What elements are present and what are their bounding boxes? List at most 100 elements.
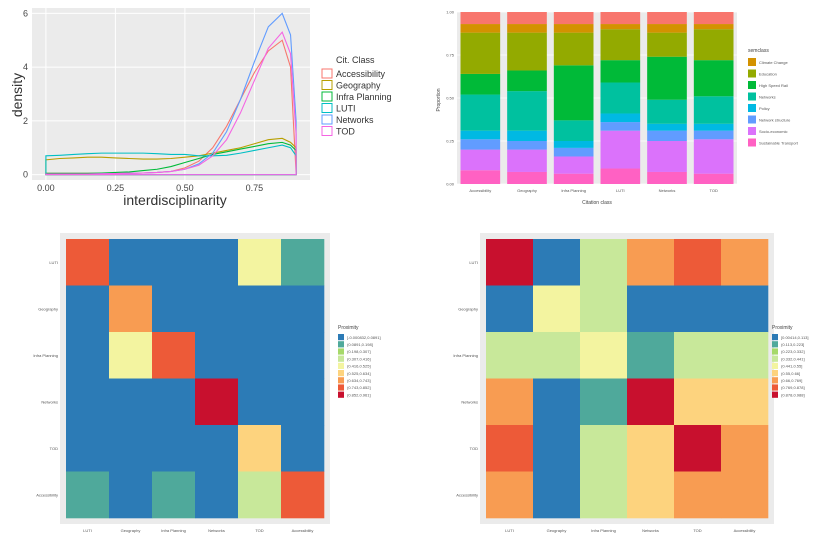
heatA-cell-tod-luti (66, 425, 110, 472)
heatB-cell-infra-planning-geography (533, 332, 581, 379)
bar-y-tick-label: 1.00 (446, 10, 455, 15)
heatA-legend-key (338, 362, 344, 369)
density-y-tick-label: 4 (23, 62, 28, 72)
heatA-col-label: Accessibility (292, 528, 314, 533)
heatB-cell-accessibility-infra-planning (580, 471, 628, 519)
bar-segment-infra-planning-networks (553, 120, 594, 141)
heatA-cell-luti-tod (238, 239, 282, 286)
heatA-cell-geography-geography (109, 285, 153, 333)
heatA-cell-geography-luti (66, 285, 110, 333)
bar-segment-infra-planning-climate-change (553, 24, 594, 33)
heatB-legend-label: [0.00414,0.113] (781, 335, 809, 340)
heatB-row-label: LUTI (469, 260, 478, 265)
bar-segment-luti-socio-economic (600, 130, 641, 169)
bar-x-tick-label: Networks (659, 188, 676, 193)
density-legend-key-infra-planning (321, 91, 333, 102)
heatA-cell-luti-accessibility (281, 239, 325, 286)
heatA-cell-luti-infra-planning (152, 239, 196, 286)
density-curve-geography (45, 137, 297, 176)
heatA-row-label: Networks (41, 399, 58, 404)
density-legend-label-networks: Networks (336, 115, 374, 125)
heatB-legend-key (772, 391, 778, 398)
density-y-axis-label: density (9, 73, 25, 117)
bar-segment-luti-sustainable-transport (600, 168, 641, 184)
bar-legend-key-networks (748, 92, 756, 101)
bar-segment-accessibility (460, 12, 501, 25)
heatA-col-label: Networks (208, 528, 225, 533)
density-legend-label-tod: TOD (336, 127, 355, 137)
heatB-cell-infra-planning-accessibility (721, 332, 769, 379)
heatmap-left: LUTI Geography Infra Planning Networks TOD Ac… (33, 233, 381, 533)
heatA-cell-geography-infra-planning (152, 285, 196, 333)
bar-x-tick-label: Accessibility (469, 188, 491, 193)
bar-x-tick-label: Geography (517, 188, 537, 193)
heatB-cell-geography-accessibility (721, 285, 769, 333)
heatB-legend-key (772, 370, 778, 377)
heatA-cell-luti-networks (195, 239, 239, 286)
heatB-cell-geography-geography (533, 285, 581, 333)
bar-x-tick-label: LUTI (616, 188, 625, 193)
heatB-cell-accessibility-luti (486, 471, 534, 519)
heatA-legend-label: (0.0891,0.198] (347, 342, 373, 347)
bar-segment-networks-education (647, 32, 687, 57)
heatA-cell-accessibility-luti (66, 471, 110, 519)
heatA-legend-label: (0.198,0.307] (347, 349, 371, 354)
heatB-legend-key (772, 355, 778, 362)
heatA-col-label: Geography (121, 528, 141, 533)
bar-legend-label-networks: Networks (759, 95, 776, 100)
heatA-cell-infra-planning-geography (109, 332, 153, 379)
heatA-cell-accessibility-infra-planning (152, 471, 196, 519)
heatB-col-label: LUTI (505, 528, 514, 533)
heatB-cell-accessibility-accessibility (721, 471, 769, 519)
bar-segment-luti (600, 12, 641, 25)
bar-segment-accessibility-climate-change (460, 24, 501, 33)
stacked-bar-chart: Proportion 0.00 0.25 0.50 0.75 1.00 Accessib… (436, 10, 799, 207)
heatA-legend-key (338, 348, 344, 355)
heatA-cell-accessibility-networks (195, 471, 239, 519)
heatB-cell-tod-networks (627, 425, 675, 472)
density-x-tick-label: 0.00 (37, 183, 55, 193)
density-legend-key-luti (321, 103, 333, 113)
heatB-cell-networks-tod (674, 378, 722, 426)
heatA-col-label: Infra Planning (161, 528, 186, 533)
bar-segment-infra-planning-network-structure (553, 147, 594, 157)
density-legend-key-accessibility (321, 68, 333, 79)
bar-legend-key-education (748, 69, 756, 78)
heatB-cell-geography-infra-planning (580, 285, 628, 333)
bar-segment-networks-climate-change (647, 24, 687, 33)
heatB-cell-luti-networks (627, 239, 675, 286)
bar-segment-luti-policy (600, 113, 641, 123)
heatA-legend-key (338, 334, 344, 341)
heatB-cell-geography-networks (627, 285, 675, 333)
heatB-legend-label: (0.332,0.441] (781, 356, 805, 361)
heatA-cell-accessibility-tod (238, 471, 282, 519)
heatB-cell-tod-accessibility (721, 425, 769, 472)
heatB-cell-luti-infra-planning (580, 239, 628, 286)
heatB-legend-label: (0.878,0.988] (781, 392, 805, 397)
bar-segment-luti-high-speed-rail (600, 60, 641, 83)
bar-legend-key-socio-economic (748, 127, 756, 135)
bar-segment-networks (647, 12, 687, 25)
heatA-cell-tod-tod (238, 425, 282, 472)
heatB-row-label: Accessibility (456, 492, 478, 497)
heatA-legend-key (338, 391, 344, 398)
bar-legend-label-sustainable-transport: Sustainable Transport (759, 141, 799, 146)
heatA-legend-key (338, 341, 344, 348)
heatB-cell-accessibility-networks (627, 471, 675, 519)
density-legend-label-infra-planning: Infra Planning (336, 92, 392, 102)
density-legend-label-accessibility: Accessibility (336, 69, 386, 79)
bar-legend-label-climate-change: Climate Change (759, 60, 788, 65)
heatA-row-label: Geography (38, 306, 58, 311)
heatB-row-label: TOD (470, 446, 478, 451)
density-curve-luti (45, 144, 297, 176)
heatB-legend-label: (0.113,0.223] (781, 342, 804, 347)
bar-segment-tod-education (693, 29, 734, 61)
bar-segment-infra-planning-sustainable-transport (553, 173, 594, 184)
density-chart: density 0.00 0.25 0.50 0.75 0 2 4 6 interdisci… (9, 8, 392, 208)
heatB-row-label: Networks (461, 399, 478, 404)
heatB-cell-accessibility-tod (674, 471, 722, 519)
density-curve-tod (45, 31, 297, 176)
heatB-legend-label: (0.769,0.878] (781, 385, 805, 390)
bar-segment-luti-climate-change (600, 24, 641, 30)
bar-segment-geography-networks (507, 91, 547, 131)
